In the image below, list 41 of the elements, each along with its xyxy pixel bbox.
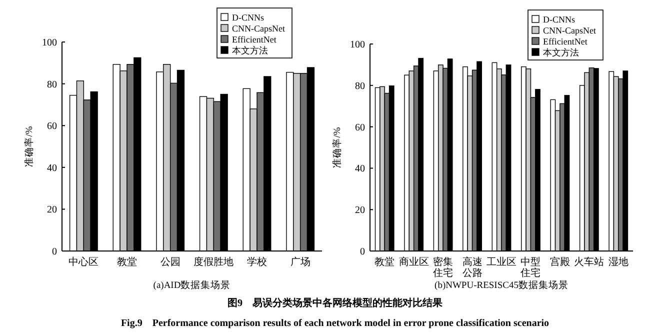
y-tick-label: 20 bbox=[47, 204, 57, 216]
y-tick-label: 60 bbox=[355, 122, 365, 134]
y-tick-label: 80 bbox=[47, 79, 57, 90]
x-tick-label: 湿地 bbox=[608, 256, 628, 268]
y-tick-label: 100 bbox=[42, 38, 57, 48]
y-tick-label: 0 bbox=[52, 246, 57, 258]
x-tick-label: 广场 bbox=[290, 256, 310, 268]
legend-label: CNN-CapsNet bbox=[232, 24, 286, 34]
caption: 图9 易误分类场景中各网络模型的性能对比结果 bbox=[228, 297, 444, 309]
x-tick-label: 中型住宅 bbox=[520, 256, 541, 279]
x-axis-title: (a)AID数据集场景 bbox=[153, 279, 231, 291]
x-tick-label: 宫殿 bbox=[550, 256, 570, 268]
x-tick-label: 教堂 bbox=[117, 256, 137, 268]
y-axis-title: 准确率/% bbox=[23, 126, 35, 167]
y-axis-title: 准确率/% bbox=[331, 127, 343, 168]
x-tick-label: 教堂 bbox=[374, 256, 395, 268]
y-tick-label: 40 bbox=[355, 164, 365, 175]
y-tick-label: 20 bbox=[355, 205, 365, 216]
x-tick-label: 商业区 bbox=[398, 256, 429, 268]
legend-label: 本文方法 bbox=[232, 46, 268, 56]
x-tick-label: 中心区 bbox=[68, 256, 99, 268]
caption: Fig.9 Performance comparison results of each network model in error prone classification scenario bbox=[120, 318, 550, 329]
x-tick-label: 高速公路 bbox=[462, 256, 482, 279]
legend-label: 本文方法 bbox=[543, 48, 579, 58]
x-tick-label: 工业区 bbox=[486, 256, 516, 268]
x-tick-label: 火车站 bbox=[574, 256, 604, 268]
legend-label: EfficientNet bbox=[232, 34, 277, 44]
legend-label: D-CNNs bbox=[543, 14, 576, 24]
x-tick-label: 公园 bbox=[160, 256, 180, 268]
x-axis-title: (b)NWPU-RESISC45数据集场景 bbox=[434, 279, 568, 291]
y-tick-label: 100 bbox=[350, 40, 365, 50]
x-tick-label: 学校 bbox=[247, 256, 267, 268]
y-tick-label: 40 bbox=[47, 162, 57, 174]
legend-label: EfficientNet bbox=[543, 36, 588, 46]
legend-label: CNN-CapsNet bbox=[543, 26, 596, 36]
x-tick-label: 度假胜地 bbox=[194, 256, 234, 268]
legend-label: D-CNNs bbox=[232, 12, 264, 22]
y-tick-label: 60 bbox=[47, 121, 57, 132]
y-tick-label: 80 bbox=[355, 80, 365, 92]
x-tick-label: 密集住宅 bbox=[433, 256, 454, 279]
y-tick-label: 0 bbox=[360, 246, 365, 258]
